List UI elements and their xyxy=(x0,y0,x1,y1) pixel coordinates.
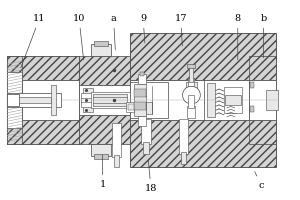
Bar xyxy=(83,88,93,112)
Bar xyxy=(250,106,254,112)
Bar xyxy=(134,102,146,110)
Bar xyxy=(134,89,146,97)
Bar xyxy=(188,78,194,86)
Bar xyxy=(249,80,276,120)
Bar xyxy=(207,83,215,117)
Bar xyxy=(138,116,146,126)
Bar xyxy=(204,80,249,120)
Bar xyxy=(225,95,241,105)
Bar xyxy=(7,97,51,103)
Bar xyxy=(91,44,111,56)
Bar xyxy=(249,56,276,144)
Bar xyxy=(188,95,194,108)
Bar xyxy=(189,67,194,82)
Bar xyxy=(130,120,276,167)
Bar xyxy=(130,80,276,120)
Bar xyxy=(178,119,188,154)
Bar xyxy=(7,94,19,106)
Bar xyxy=(94,41,108,46)
Text: 11: 11 xyxy=(21,14,46,68)
Bar xyxy=(140,72,144,76)
Bar xyxy=(94,154,108,159)
Bar xyxy=(79,56,130,85)
Bar xyxy=(188,106,195,118)
Bar xyxy=(7,56,22,144)
Bar xyxy=(112,123,122,157)
Bar xyxy=(7,72,22,128)
Text: a: a xyxy=(111,14,116,50)
Bar xyxy=(250,82,254,88)
Bar xyxy=(138,74,146,84)
Bar xyxy=(113,155,119,167)
Bar xyxy=(266,90,278,110)
Bar xyxy=(7,56,79,80)
Text: 1: 1 xyxy=(100,155,106,189)
Bar xyxy=(134,84,146,116)
Text: c: c xyxy=(255,172,264,190)
Bar xyxy=(188,64,195,68)
Circle shape xyxy=(182,86,200,104)
Bar xyxy=(91,92,130,108)
Bar xyxy=(130,82,168,118)
Text: 10: 10 xyxy=(73,14,85,60)
Bar xyxy=(79,115,130,144)
Text: b: b xyxy=(260,14,266,58)
Bar xyxy=(126,102,134,112)
Bar xyxy=(130,33,276,80)
Bar xyxy=(7,120,79,144)
Text: 18: 18 xyxy=(145,160,157,193)
Text: 17: 17 xyxy=(174,14,187,46)
Bar xyxy=(7,56,79,144)
Bar xyxy=(7,93,61,107)
Bar xyxy=(181,152,187,164)
Bar xyxy=(146,102,152,114)
Bar xyxy=(128,104,134,110)
Bar xyxy=(93,94,127,106)
Bar xyxy=(81,93,95,107)
Text: 9: 9 xyxy=(140,14,146,43)
Bar xyxy=(224,87,242,113)
Bar xyxy=(185,82,197,88)
Bar xyxy=(7,80,79,120)
Bar xyxy=(91,144,111,156)
Bar xyxy=(141,119,151,144)
Text: 8: 8 xyxy=(235,14,241,60)
Bar xyxy=(143,142,149,154)
Bar xyxy=(79,85,130,115)
Bar xyxy=(51,85,56,115)
